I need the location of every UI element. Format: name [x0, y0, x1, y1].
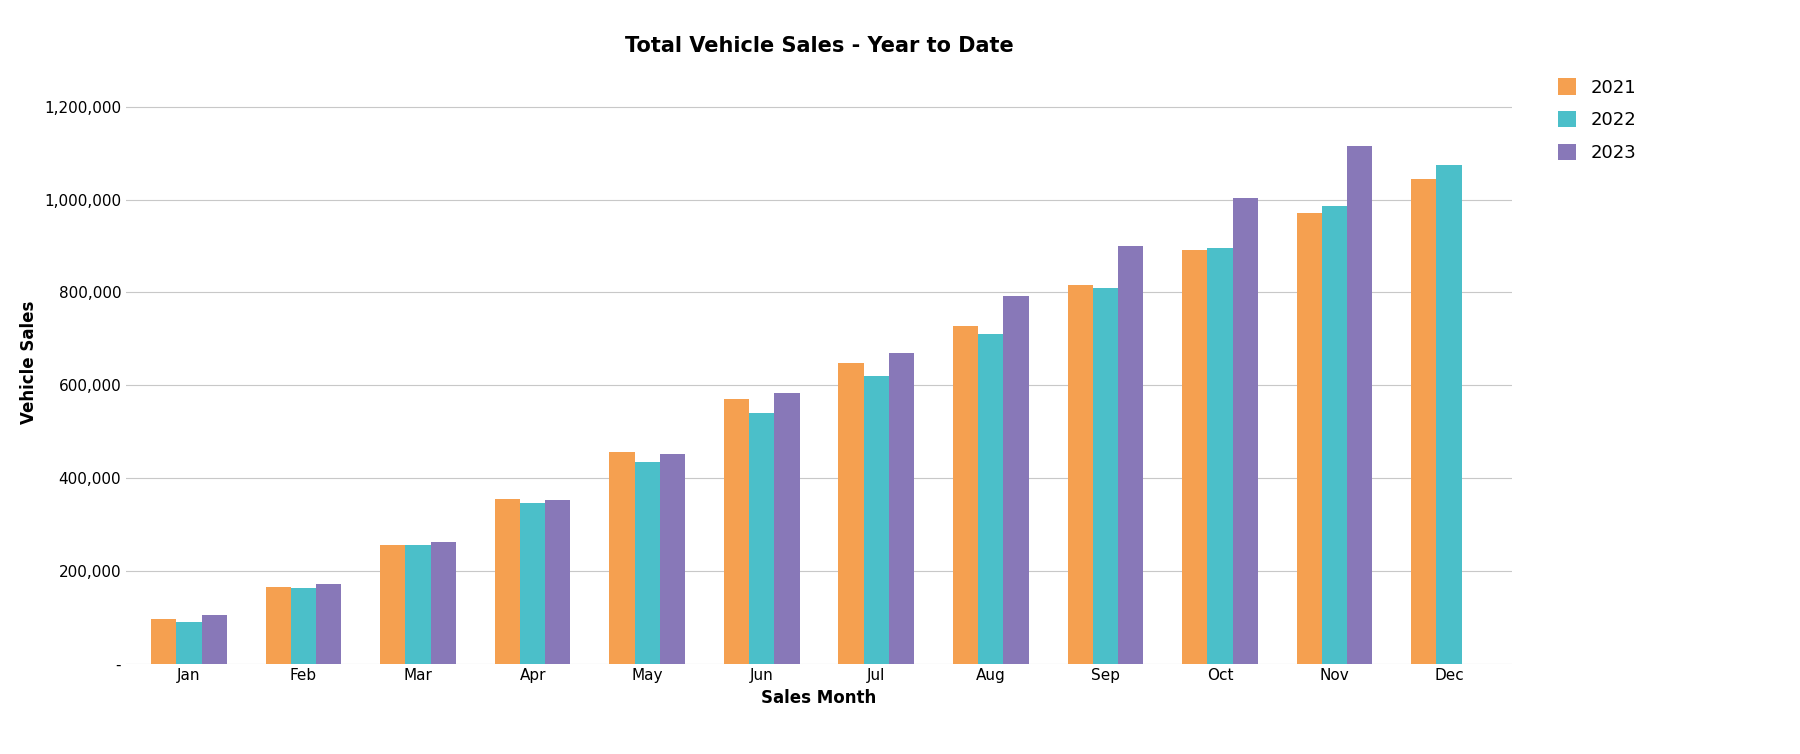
Bar: [151, 620, 176, 664]
Bar: [176, 622, 202, 664]
Bar: [292, 588, 317, 664]
Bar: [1118, 246, 1143, 664]
Bar: [774, 393, 799, 664]
Bar: [1233, 198, 1258, 664]
Bar: [1208, 248, 1233, 664]
Bar: [1183, 250, 1208, 664]
Title: Total Vehicle Sales - Year to Date: Total Vehicle Sales - Year to Date: [625, 36, 1013, 56]
Bar: [1346, 146, 1372, 664]
Bar: [1093, 288, 1118, 664]
Legend: 2021, 2022, 2023: 2021, 2022, 2023: [1548, 69, 1645, 171]
Bar: [1411, 179, 1436, 664]
Bar: [952, 326, 977, 664]
Bar: [749, 413, 774, 664]
Y-axis label: Vehicle Sales: Vehicle Sales: [20, 300, 38, 424]
Bar: [889, 353, 914, 664]
Bar: [1436, 164, 1462, 664]
Bar: [1003, 296, 1028, 664]
Bar: [430, 542, 455, 664]
Bar: [977, 334, 1003, 664]
Bar: [380, 545, 405, 664]
Bar: [661, 454, 686, 664]
Bar: [202, 615, 227, 664]
Bar: [724, 399, 749, 664]
Bar: [1321, 207, 1346, 664]
Bar: [405, 545, 430, 664]
Bar: [266, 587, 292, 664]
X-axis label: Sales Month: Sales Month: [761, 689, 877, 707]
Bar: [545, 500, 571, 664]
Bar: [317, 584, 342, 664]
Bar: [1067, 285, 1093, 664]
Bar: [520, 504, 545, 664]
Bar: [839, 363, 864, 664]
Bar: [1296, 213, 1321, 664]
Bar: [635, 461, 661, 664]
Bar: [610, 452, 635, 664]
Bar: [864, 375, 889, 664]
Bar: [495, 499, 520, 664]
